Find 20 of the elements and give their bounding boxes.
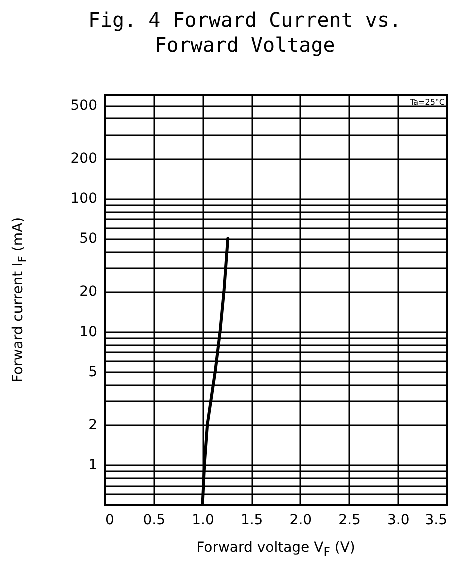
y-tick-label: 5 bbox=[88, 364, 98, 380]
y-tick-label: 100 bbox=[70, 191, 98, 208]
y-tick-label: 500 bbox=[70, 98, 98, 114]
y-tick-label: 10 bbox=[80, 324, 98, 340]
x-tick-label: 0 bbox=[106, 512, 114, 528]
x-tick-label: 2.5 bbox=[338, 512, 361, 528]
chart-title: Fig. 4 Forward Current vs. Forward Voltage bbox=[87, 8, 403, 58]
x-tick-label: 2.0 bbox=[290, 512, 312, 528]
y-tick-label: 1 bbox=[88, 457, 98, 474]
x-axis-title: Forward voltage V$_{F}$ (V) bbox=[196, 540, 356, 559]
x-tick-label: 3.5 bbox=[425, 512, 448, 528]
annotation: Ta=25°C bbox=[410, 98, 445, 107]
x-tick-label: 1.0 bbox=[192, 512, 214, 528]
y-tick-label: 2 bbox=[88, 417, 98, 434]
y-tick-label: 20 bbox=[80, 284, 98, 300]
y-tick-label: 200 bbox=[70, 151, 98, 168]
x-tick-label: 1.5 bbox=[240, 512, 264, 528]
x-tick-label: 3.0 bbox=[388, 512, 410, 528]
x-tick-label: 0.5 bbox=[143, 512, 166, 528]
y-tick-label: 50 bbox=[80, 231, 98, 248]
